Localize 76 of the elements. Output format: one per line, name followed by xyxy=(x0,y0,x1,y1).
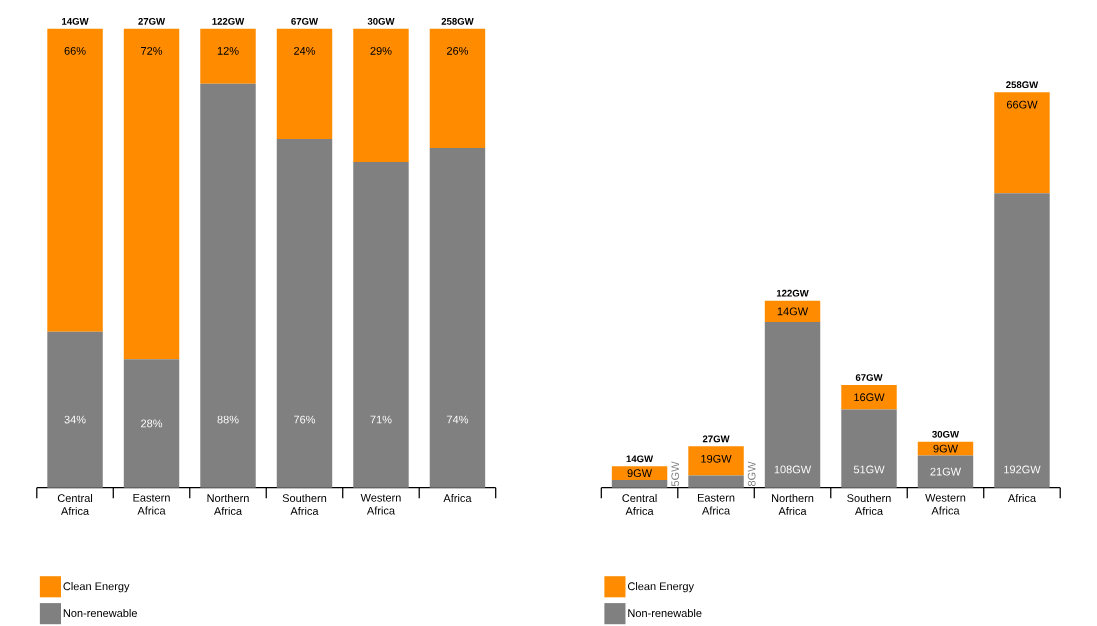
bar xyxy=(917,441,974,456)
data-label: 9GW xyxy=(627,469,653,477)
x-tick-label: Southern Africa xyxy=(847,493,891,515)
data-label: 24% xyxy=(294,46,316,55)
annotation: 122GW xyxy=(212,17,245,25)
annotation: 258GW xyxy=(441,17,474,25)
total-label: 122GW xyxy=(776,289,809,297)
data-label: 14GW xyxy=(777,307,809,316)
total-label: 27GW xyxy=(702,435,730,443)
data-label: 66% xyxy=(64,46,86,55)
data-label: 16GW xyxy=(854,393,885,402)
annotation: 14GW xyxy=(62,17,89,25)
bar xyxy=(429,28,486,149)
bar xyxy=(688,446,744,476)
data-label: 51GW xyxy=(853,465,885,474)
data-label: 29% xyxy=(370,46,392,55)
data-label: 28% xyxy=(141,419,163,428)
legend-label: Clean Energy xyxy=(63,582,130,593)
bar xyxy=(841,409,897,488)
data-label: 12% xyxy=(217,46,239,55)
legend-label: Clean Energy xyxy=(627,582,694,593)
x-tick-label: Eastern Africa xyxy=(697,493,735,515)
data-label: 21GW xyxy=(930,467,962,476)
data-label: 26% xyxy=(447,46,469,55)
bar xyxy=(764,300,821,323)
x-tick-label: Africa xyxy=(1007,493,1037,502)
data-label: 5GW xyxy=(671,461,680,487)
x-tick-label: Africa xyxy=(443,493,472,502)
bar xyxy=(764,322,821,488)
bar xyxy=(123,28,180,360)
total-label: 30GW xyxy=(932,430,960,438)
bar xyxy=(917,455,974,488)
legend-label: Non-renewable xyxy=(63,608,137,617)
annotation: 30GW xyxy=(367,17,395,25)
bar xyxy=(353,28,409,162)
data-label: 34% xyxy=(64,415,86,424)
bar xyxy=(200,83,256,488)
annotation: 27GW xyxy=(138,17,166,25)
annotation: 67GW xyxy=(291,17,319,25)
bar xyxy=(611,466,668,480)
data-label: 19GW xyxy=(701,454,732,463)
bar xyxy=(688,475,744,488)
data-label: 108GW xyxy=(774,465,812,474)
total-label: 258GW xyxy=(1006,81,1039,89)
data-label: 71% xyxy=(370,415,392,424)
bar xyxy=(200,28,256,84)
x-tick-label: Eastern Africa xyxy=(133,493,170,515)
x-tick-label: Western Africa xyxy=(925,493,966,515)
x-tick-label: Southern Africa xyxy=(282,493,327,515)
x-tick-label: Northern Africa xyxy=(772,493,814,515)
bar xyxy=(47,28,103,332)
data-label: 76% xyxy=(294,415,316,424)
bar xyxy=(429,148,486,488)
bar xyxy=(841,384,897,410)
data-label: 74% xyxy=(447,415,469,424)
data-label: 88% xyxy=(217,415,239,424)
x-tick-label: Western Africa xyxy=(360,493,401,515)
bar xyxy=(353,161,409,488)
data-label: 9GW xyxy=(933,444,958,453)
data-label: 192GW xyxy=(1004,465,1041,474)
total-label: 14GW xyxy=(626,455,654,463)
bar xyxy=(994,92,1050,194)
x-tick-label: Northern Africa xyxy=(207,493,249,515)
data-label: 8GW xyxy=(747,461,756,486)
bar xyxy=(276,138,333,488)
data-label: 72% xyxy=(141,46,163,55)
bar xyxy=(47,331,103,488)
bar xyxy=(276,28,333,139)
legend-label: Non-renewable xyxy=(628,608,702,617)
data-label: 66GW xyxy=(1006,100,1038,109)
bar xyxy=(611,479,668,488)
x-tick-label: Central Africa xyxy=(57,493,93,515)
total-label: 67GW xyxy=(855,374,883,381)
x-tick-label: Central Africa xyxy=(622,493,657,515)
bar xyxy=(994,193,1050,488)
bar xyxy=(123,359,180,488)
